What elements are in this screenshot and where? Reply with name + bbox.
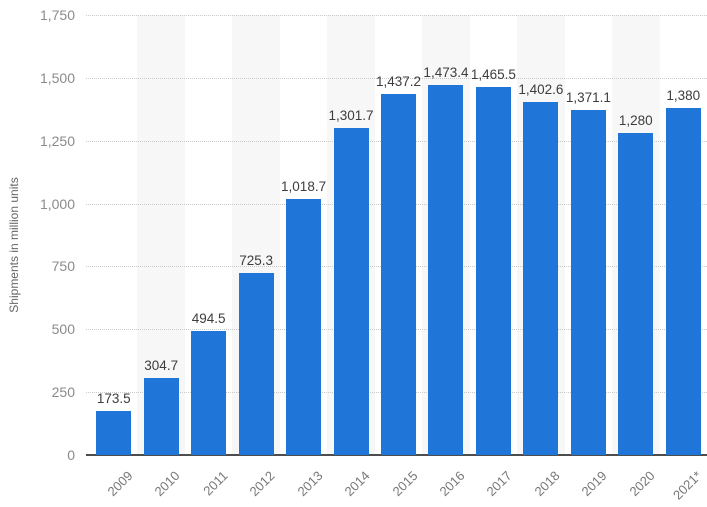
bar-2018[interactable] — [523, 102, 559, 455]
y-axis-tick-label: 1,250 — [39, 132, 75, 149]
bar-2017[interactable] — [475, 86, 511, 455]
x-axis-line — [86, 454, 707, 456]
bar-value-label: 1,465.5 — [470, 66, 516, 82]
bar-2012[interactable] — [238, 272, 274, 455]
y-axis-tick-label: 1,500 — [39, 69, 75, 86]
x-axis-tick-label: 2012 — [246, 468, 278, 500]
y-axis-tick-label: 1,750 — [39, 7, 75, 23]
bar-2015[interactable] — [381, 93, 416, 455]
x-axis-tick-label: 2019 — [578, 468, 610, 500]
bar-value-label: 1,280 — [618, 113, 653, 129]
y-axis-tick-label: 1,000 — [39, 195, 75, 212]
bar-value-label: 1,018.7 — [281, 178, 327, 194]
y-axis-tick-label: 500 — [51, 321, 75, 338]
y-axis-tick-label: 250 — [51, 384, 75, 401]
x-axis-tick-label: 2014 — [341, 468, 373, 500]
bar-2020[interactable] — [618, 133, 654, 455]
bar-value-label: 304.7 — [144, 358, 179, 374]
gridline — [86, 15, 707, 16]
bar-2010[interactable] — [143, 378, 179, 455]
x-axis-tick-label: 2011 — [199, 468, 231, 499]
x-axis-tick-label: 2009 — [104, 468, 136, 500]
bar-value-label: 494.5 — [191, 310, 226, 326]
bar-value-label: 173.5 — [96, 391, 131, 407]
x-axis-tick-label: 2021* — [670, 468, 705, 503]
x-axis-tick-label: 2010 — [151, 468, 183, 500]
bar-2013[interactable] — [286, 198, 322, 455]
bar-2014[interactable] — [333, 127, 369, 455]
x-axis-tick-label: 2018 — [531, 468, 563, 500]
bar-value-label: 1,371.1 — [565, 90, 611, 106]
bar-value-label: 1,402.6 — [518, 82, 564, 98]
x-axis-tick-label: 2020 — [626, 468, 658, 500]
x-axis-tick-label: 2015 — [389, 468, 421, 500]
bar-value-label: 725.3 — [239, 252, 274, 268]
bar-value-label: 1,301.7 — [328, 107, 374, 123]
x-axis-tick-label: 2017 — [483, 468, 516, 500]
bar-2021*[interactable] — [665, 108, 701, 455]
bar-value-label: 1,437.2 — [375, 73, 422, 89]
bar-value-label: 1,380 — [666, 88, 701, 104]
y-axis-tick-label: 0 — [67, 447, 75, 463]
bar-2019[interactable] — [570, 110, 606, 455]
bar-2011[interactable] — [191, 330, 227, 455]
bar-2016[interactable] — [428, 84, 464, 455]
x-axis-tick-label: 2016 — [436, 468, 468, 500]
y-axis-tick-label: 750 — [51, 258, 75, 275]
gridline — [86, 77, 707, 79]
bar-2009[interactable] — [96, 411, 132, 455]
bar-value-label: 1,473.4 — [423, 64, 469, 80]
y-axis-title: Shipments in million units — [7, 177, 21, 313]
x-axis-tick-label: 2013 — [294, 468, 326, 500]
